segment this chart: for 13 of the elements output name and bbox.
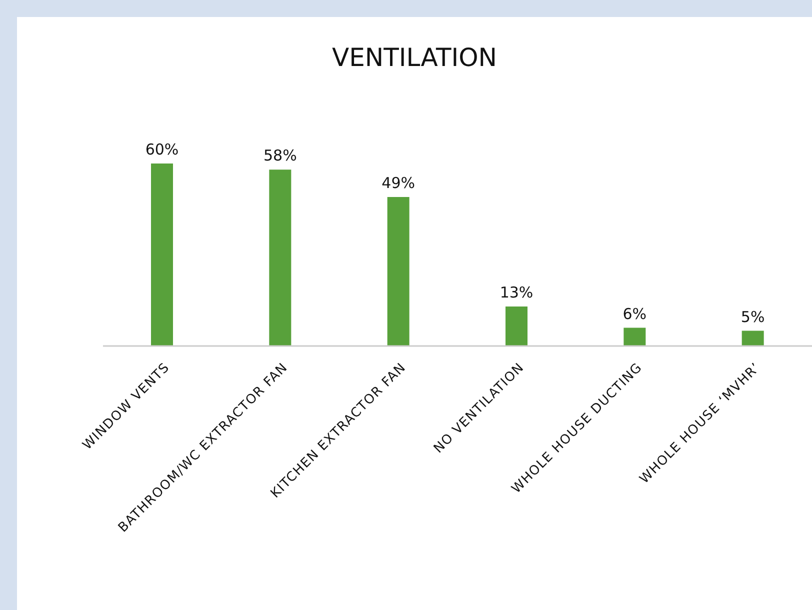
bar <box>506 306 528 346</box>
data-label: 6% <box>622 304 647 323</box>
bar <box>151 164 173 346</box>
bar <box>269 170 292 346</box>
data-label: 13% <box>500 283 534 302</box>
data-label: 60% <box>145 140 179 158</box>
bar <box>624 328 646 346</box>
data-label: 58% <box>263 146 297 165</box>
bar <box>387 196 410 346</box>
data-label: 49% <box>382 174 416 192</box>
chart-title: VENTILATION <box>331 43 498 72</box>
data-label: 5% <box>740 308 765 326</box>
bar <box>742 330 764 346</box>
